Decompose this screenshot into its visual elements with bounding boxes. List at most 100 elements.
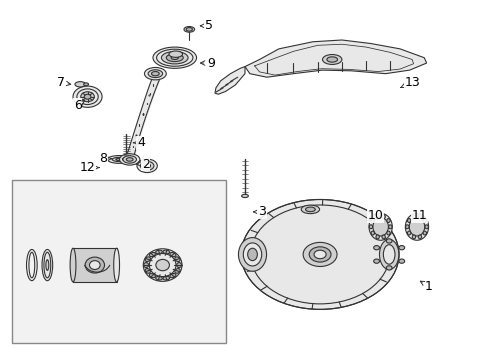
Ellipse shape <box>383 245 395 264</box>
Ellipse shape <box>177 262 181 267</box>
Ellipse shape <box>371 219 374 222</box>
Ellipse shape <box>409 217 425 236</box>
Ellipse shape <box>425 225 428 229</box>
Text: 8: 8 <box>99 152 111 165</box>
Text: 9: 9 <box>200 57 215 69</box>
Ellipse shape <box>382 215 385 219</box>
Ellipse shape <box>387 231 390 235</box>
Ellipse shape <box>126 158 133 161</box>
Ellipse shape <box>241 199 399 309</box>
Ellipse shape <box>242 194 248 198</box>
Ellipse shape <box>84 83 89 86</box>
Ellipse shape <box>186 28 193 31</box>
Ellipse shape <box>309 247 331 262</box>
Ellipse shape <box>149 252 155 257</box>
Ellipse shape <box>314 250 326 259</box>
Ellipse shape <box>166 54 183 62</box>
Ellipse shape <box>239 238 267 271</box>
Ellipse shape <box>175 269 180 273</box>
Text: 13: 13 <box>401 76 420 89</box>
Ellipse shape <box>151 72 159 76</box>
Ellipse shape <box>161 51 188 64</box>
Ellipse shape <box>143 249 182 282</box>
Ellipse shape <box>408 231 411 235</box>
Ellipse shape <box>406 225 409 229</box>
Ellipse shape <box>42 249 53 281</box>
Circle shape <box>81 92 95 102</box>
Ellipse shape <box>389 225 392 229</box>
Ellipse shape <box>156 260 170 271</box>
Text: 4: 4 <box>133 136 145 149</box>
Text: 10: 10 <box>367 209 384 222</box>
Ellipse shape <box>140 161 154 170</box>
Ellipse shape <box>322 54 342 64</box>
Ellipse shape <box>382 235 385 239</box>
Ellipse shape <box>376 235 379 239</box>
Text: 11: 11 <box>412 209 427 222</box>
Ellipse shape <box>244 243 262 266</box>
Text: 5: 5 <box>200 19 213 32</box>
Ellipse shape <box>301 205 319 213</box>
Text: 12: 12 <box>80 161 99 174</box>
Ellipse shape <box>405 213 429 240</box>
Ellipse shape <box>379 239 399 270</box>
Ellipse shape <box>412 235 416 239</box>
Ellipse shape <box>123 156 137 163</box>
Ellipse shape <box>369 213 392 240</box>
Ellipse shape <box>156 250 162 254</box>
Ellipse shape <box>423 219 426 222</box>
Circle shape <box>399 246 405 250</box>
Ellipse shape <box>306 207 315 212</box>
Circle shape <box>386 239 392 243</box>
Ellipse shape <box>412 215 416 219</box>
Ellipse shape <box>371 231 374 235</box>
Ellipse shape <box>184 27 195 32</box>
Ellipse shape <box>145 257 150 262</box>
Ellipse shape <box>145 67 166 80</box>
Ellipse shape <box>75 82 86 87</box>
Polygon shape <box>245 40 427 77</box>
Ellipse shape <box>90 261 100 270</box>
Circle shape <box>399 259 405 263</box>
Ellipse shape <box>175 257 180 262</box>
Ellipse shape <box>327 57 338 62</box>
Ellipse shape <box>369 225 373 229</box>
Bar <box>73 248 117 282</box>
Text: 7: 7 <box>57 76 71 89</box>
Ellipse shape <box>137 159 157 172</box>
Ellipse shape <box>170 252 176 257</box>
Ellipse shape <box>373 217 389 236</box>
Ellipse shape <box>423 231 426 235</box>
Ellipse shape <box>144 163 150 168</box>
Circle shape <box>374 259 379 263</box>
Ellipse shape <box>247 248 257 261</box>
Ellipse shape <box>418 215 422 219</box>
Ellipse shape <box>46 260 49 270</box>
Ellipse shape <box>376 215 379 219</box>
Ellipse shape <box>107 156 131 163</box>
Ellipse shape <box>122 157 130 161</box>
Ellipse shape <box>163 250 170 254</box>
Ellipse shape <box>149 274 155 278</box>
Ellipse shape <box>114 248 120 282</box>
Circle shape <box>73 86 102 107</box>
Ellipse shape <box>163 276 170 280</box>
Text: 1: 1 <box>420 280 433 293</box>
Ellipse shape <box>144 262 148 267</box>
Text: 6: 6 <box>74 99 85 112</box>
Ellipse shape <box>116 158 122 161</box>
Ellipse shape <box>170 274 176 278</box>
Text: 3: 3 <box>254 206 266 219</box>
Text: 2: 2 <box>137 158 149 171</box>
Bar <box>12 180 225 343</box>
Ellipse shape <box>169 51 182 57</box>
Ellipse shape <box>120 154 140 165</box>
Circle shape <box>386 266 392 270</box>
Ellipse shape <box>148 70 163 77</box>
Ellipse shape <box>145 269 150 273</box>
Ellipse shape <box>156 276 162 280</box>
Ellipse shape <box>85 257 104 273</box>
Ellipse shape <box>387 219 390 222</box>
Circle shape <box>374 246 379 250</box>
Polygon shape <box>215 67 245 94</box>
